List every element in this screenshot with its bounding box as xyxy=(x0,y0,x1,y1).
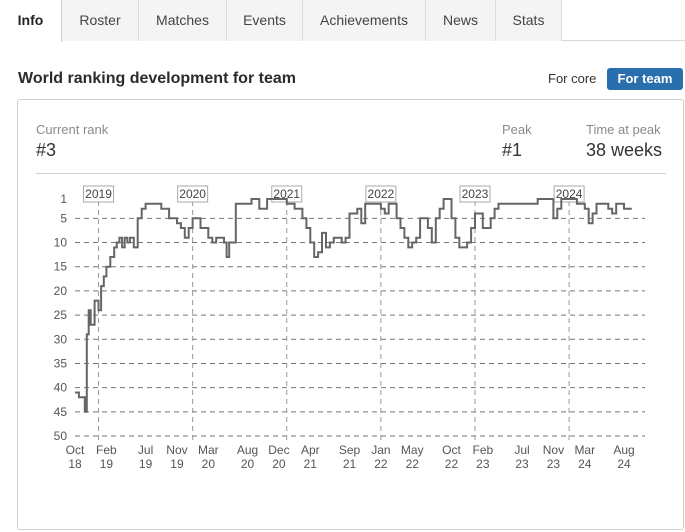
x-tick-year: 19 xyxy=(139,457,153,471)
ranking-card: Current rank #3 Peak #1 Time at peak 38 … xyxy=(17,99,684,530)
year-marker-label: 2023 xyxy=(462,187,489,201)
y-tick-label: 20 xyxy=(54,284,68,298)
peak-value: #1 xyxy=(502,140,523,160)
y-tick-label: 50 xyxy=(54,429,68,443)
x-tick-month: Sep xyxy=(339,443,361,457)
x-tick-year: 24 xyxy=(578,457,592,471)
peak-label: Peak xyxy=(502,122,532,137)
x-tick-month: Apr xyxy=(301,443,320,457)
year-marker-box xyxy=(365,185,397,203)
x-tick-month: Mar xyxy=(198,443,219,457)
section-title: World ranking development for team xyxy=(18,70,296,87)
year-marker-label: 2019 xyxy=(85,187,112,201)
time-at-peak-label: Time at peak xyxy=(586,122,661,137)
x-tick-year: 18 xyxy=(68,457,82,471)
tab-bar: Info Roster Matches Events Achievements … xyxy=(0,0,685,42)
tab-info[interactable]: Info xyxy=(0,0,62,42)
x-tick-year: 23 xyxy=(547,457,561,471)
x-tick-month: Nov xyxy=(166,443,187,457)
year-marker-box xyxy=(83,185,115,203)
x-tick-year: 22 xyxy=(445,457,459,471)
current-rank-value: #3 xyxy=(36,140,57,160)
x-tick-year: 20 xyxy=(241,457,255,471)
y-tick-label: 45 xyxy=(54,405,68,419)
tab-achievements[interactable]: Achievements xyxy=(303,0,426,41)
x-tick-year: 24 xyxy=(617,457,631,471)
y-tick-label: 40 xyxy=(54,381,68,395)
x-tick-month: Mar xyxy=(574,443,595,457)
y-tick-label: 30 xyxy=(54,332,68,346)
tab-matches[interactable]: Matches xyxy=(139,0,227,41)
x-tick-month: Aug xyxy=(613,443,634,457)
x-tick-year: 19 xyxy=(170,457,184,471)
tab-stats[interactable]: Stats xyxy=(496,0,562,41)
for-team-toggle[interactable]: For team xyxy=(607,68,683,90)
tab-bar-filler xyxy=(562,0,685,40)
year-marker-label: 2024 xyxy=(556,187,583,201)
x-tick-month: Oct xyxy=(442,443,461,457)
tab-roster[interactable]: Roster xyxy=(62,0,139,41)
x-tick-month: Feb xyxy=(96,443,117,457)
y-tick-label: 5 xyxy=(60,211,67,225)
x-tick-year: 22 xyxy=(374,457,388,471)
year-marker-label: 2021 xyxy=(273,187,300,201)
x-tick-month: Feb xyxy=(472,443,493,457)
year-marker-label: 2020 xyxy=(179,187,206,201)
x-tick-year: 23 xyxy=(515,457,529,471)
stats-divider xyxy=(36,173,666,174)
y-tick-label: 1 xyxy=(60,192,67,206)
x-tick-year: 23 xyxy=(476,457,490,471)
y-tick-label: 15 xyxy=(54,260,68,274)
x-tick-year: 21 xyxy=(343,457,357,471)
year-marker-box xyxy=(177,185,209,203)
year-marker-label: 2022 xyxy=(368,187,395,201)
x-tick-year: 22 xyxy=(406,457,420,471)
y-tick-label: 10 xyxy=(54,236,68,250)
x-tick-month: Dec xyxy=(268,443,289,457)
x-tick-month: Jul xyxy=(138,443,153,457)
x-tick-month: Jul xyxy=(514,443,529,457)
time-at-peak-value: 38 weeks xyxy=(586,140,663,160)
x-tick-year: 19 xyxy=(100,457,114,471)
x-tick-month: Aug xyxy=(237,443,258,457)
x-tick-year: 21 xyxy=(304,457,318,471)
tab-events[interactable]: Events xyxy=(227,0,303,41)
x-tick-month: Oct xyxy=(66,443,85,457)
ranking-series-line xyxy=(75,198,632,413)
year-marker-box xyxy=(459,185,491,203)
x-tick-year: 20 xyxy=(272,457,286,471)
x-tick-month: Jan xyxy=(371,443,390,457)
current-rank-label: Current rank xyxy=(36,122,109,137)
x-tick-month: Nov xyxy=(543,443,564,457)
tab-news[interactable]: News xyxy=(426,0,496,41)
x-tick-month: May xyxy=(401,443,424,457)
y-tick-label: 35 xyxy=(54,356,68,370)
x-tick-year: 20 xyxy=(202,457,216,471)
y-tick-label: 25 xyxy=(54,308,68,322)
for-core-toggle[interactable]: For core xyxy=(548,71,597,86)
